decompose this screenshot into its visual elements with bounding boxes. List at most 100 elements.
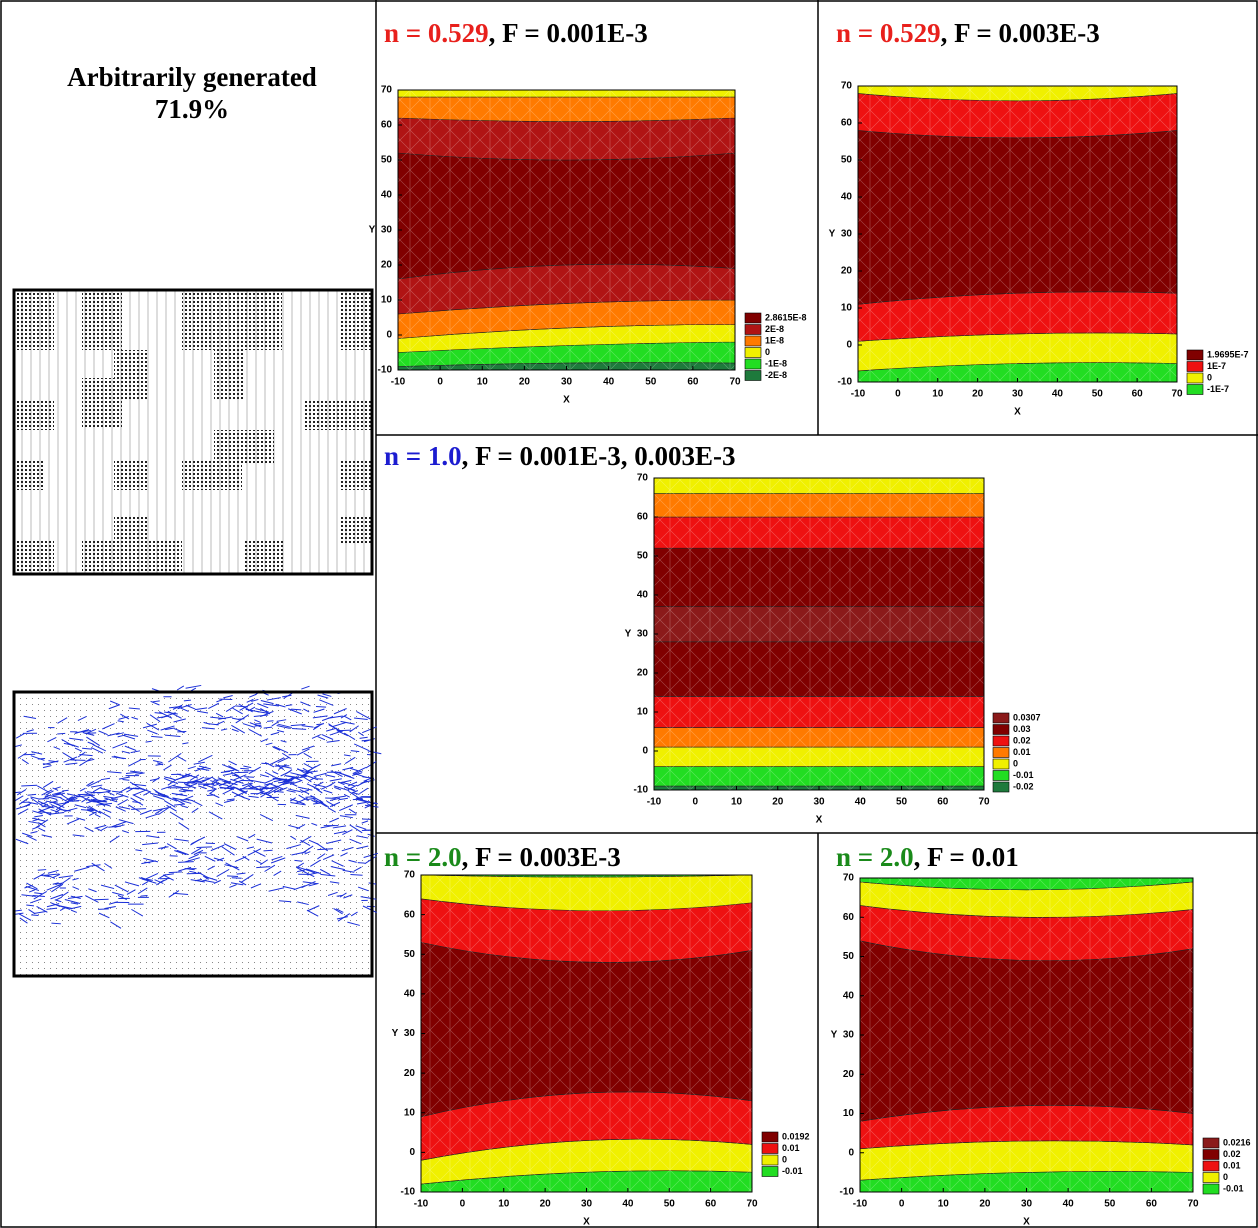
y-tick-label: 60 [381,120,393,131]
flow-arrow [65,796,73,801]
flow-arrow [209,789,216,795]
flow-arrow [196,846,213,849]
flow-arrow [329,801,341,808]
flow-arrow [288,788,301,793]
flow-arrow [289,797,297,802]
flow-arrow [155,879,165,886]
y-tick-label: -10 [401,1187,416,1198]
flow-arrow [261,762,269,765]
flow-arrow [123,734,136,740]
flow-arrow [145,813,159,819]
flow-arrow [259,786,270,789]
flow-arrow [77,793,93,796]
dot-block [182,460,242,490]
flow-arrow [149,778,160,781]
legend-swatch [992,735,1010,747]
flow-arrow [352,792,360,795]
legend-swatch [992,724,1010,735]
flow-arrow [342,869,355,873]
flow-arrow [46,874,56,879]
y-tick-label: 20 [381,260,393,271]
flow-arrow [70,759,86,761]
flow-arrow [241,782,252,787]
flow-arrow [57,732,66,735]
legend-label: -1E-7 [1207,384,1229,394]
x-tick-label: 60 [705,1199,717,1210]
flow-arrow [111,821,127,828]
flow-arrow [362,905,377,913]
dot-block [14,400,54,430]
y-tick-label: 10 [841,303,853,314]
flow-arrow [236,872,246,875]
flow-arrow [303,708,310,713]
flow-arrow [211,776,218,782]
y-tick-label: 60 [841,118,853,129]
flow-arrow [225,705,236,712]
flow-arrow [150,700,160,706]
y-axis-label: Y [392,1028,399,1039]
flow-arrow [70,905,82,910]
flow-arrow [61,891,69,897]
flow-arrow [58,877,71,887]
flow-arrow [107,732,120,737]
y-tick-label: 70 [404,870,416,881]
dot-block [339,290,372,350]
flow-arrow [306,909,319,917]
mesh-overlay [858,86,1177,382]
legend-swatch [744,370,762,381]
dot-block [182,290,282,350]
flow-arrow [243,765,252,769]
x-tick-label: 40 [1063,1199,1075,1210]
y-tick-label: 0 [409,1147,415,1158]
flow-arrow [54,882,64,885]
pattern-image [12,288,374,576]
flow-arrow [342,766,354,771]
flow-arrow [151,735,163,738]
flow-arrow [259,813,274,822]
flow-arrow [333,708,347,715]
flow-arrow [61,738,74,747]
flow-arrow [359,736,368,739]
flow-arrow [205,876,218,881]
flow-arrow [86,806,94,811]
legend-swatch [761,1131,779,1143]
flow-arrow [213,779,222,781]
flow-arrow [158,805,171,816]
flow-arrow [331,763,342,767]
flow-arrow [217,857,225,862]
flow-arrow [94,824,107,829]
legend-label: 0.02 [1223,1149,1241,1159]
flow-arrow [79,757,92,767]
flow-arrow [164,776,173,780]
flow-arrow [172,797,186,805]
flow-arrow [77,716,87,722]
legend-label: -0.01 [782,1166,803,1176]
y-tick-label: 40 [843,990,855,1001]
flow-arrow [172,797,185,801]
flow-arrow [202,783,217,790]
flow-arrow [230,771,239,777]
flow-arrow [317,694,329,699]
flow-arrow [42,780,54,789]
flow-arrow [248,795,259,799]
flow-arrow [124,745,137,751]
flow-arrow [62,789,69,792]
flow-arrow [247,848,262,856]
flow-arrow [313,772,327,778]
flow-arrow [51,883,64,893]
flow-arrow [332,825,347,829]
flow-arrow [326,739,340,743]
x-tick-label: 10 [932,389,944,400]
flow-arrow [321,716,334,722]
flow-arrow [16,804,31,810]
flow-arrow [27,793,37,796]
y-tick-label: 50 [381,155,393,166]
flow-arrow [163,874,174,881]
legend-swatch [761,1154,779,1166]
title-n: n = 0.529 [384,18,489,48]
flow-arrow [312,715,328,719]
flow-arrow [229,884,237,888]
flow-arrow [47,736,57,743]
legend-swatch [1202,1172,1220,1183]
panel-title: n = 0.529, F = 0.001E-3 [384,18,648,48]
